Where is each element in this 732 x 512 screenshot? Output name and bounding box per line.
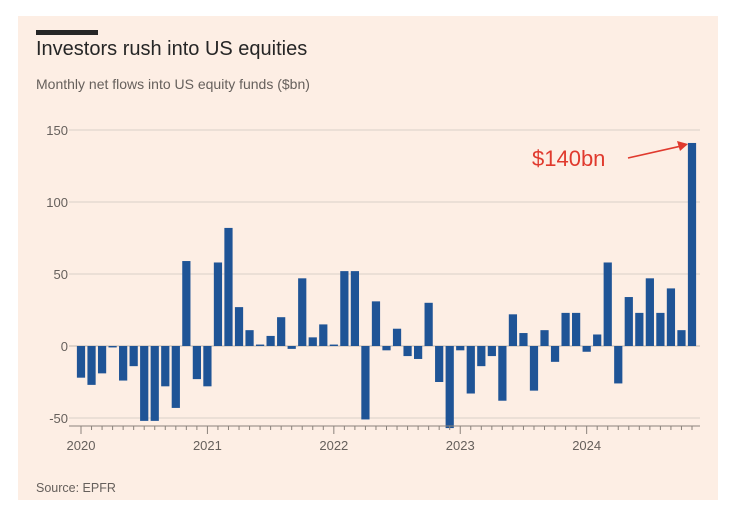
bar-2024-07: [645, 278, 654, 346]
bar-2024-05: [624, 297, 633, 346]
annotation-label: $140bn: [532, 146, 605, 171]
y-tick-label: 150: [46, 123, 68, 138]
bar-2020-11: [182, 261, 191, 346]
bar-2021-09: [287, 346, 296, 349]
y-tick-label: 100: [46, 195, 68, 210]
bar-2024-08: [656, 312, 665, 346]
bar-2020-12: [192, 346, 201, 380]
bar-2021-03: [224, 227, 233, 346]
bar-2020-04: [108, 346, 117, 348]
bar-2024-06: [635, 312, 644, 346]
title-accent-bar: [36, 30, 98, 35]
bar-2022-08: [403, 346, 412, 357]
chart-subtitle: Monthly net flows into US equity funds (…: [36, 76, 310, 92]
bar-2024-03: [603, 262, 612, 346]
bar-2021-08: [277, 317, 286, 346]
bar-2023-04: [487, 346, 496, 357]
bar-2021-02: [213, 262, 223, 346]
bar-2020-06: [129, 346, 138, 367]
bar-2024-04: [614, 346, 623, 384]
bar-2023-09: [540, 330, 549, 346]
bar-2023-02: [466, 346, 475, 394]
bar-2023-11: [561, 312, 570, 346]
bar-2021-04: [234, 307, 244, 346]
source-note: Source: EPFR: [36, 481, 116, 495]
bar-2024-09: [666, 288, 676, 346]
bar-2022-06: [382, 346, 391, 351]
bar-2022-04: [361, 346, 370, 420]
annotation-arrow-head: [677, 140, 688, 151]
bar-2020-08: [150, 346, 159, 421]
x-tick-label: 2023: [446, 438, 475, 453]
bar-2021-10: [298, 278, 307, 346]
bar-2020-07: [140, 346, 149, 421]
chart-title: Investors rush into US equities: [36, 38, 308, 60]
bar-2023-07: [519, 333, 528, 346]
bar-2020-09: [161, 346, 170, 387]
x-tick-label: 2020: [67, 438, 96, 453]
bar-2024-01: [582, 346, 591, 352]
bar-2024-02: [593, 334, 602, 346]
bar-2022-10: [424, 302, 433, 346]
bar-2021-06: [255, 344, 265, 346]
bar-2020-03: [97, 346, 107, 374]
x-tick-label: 2022: [319, 438, 348, 453]
bar-2021-11: [308, 337, 317, 346]
bars-layer: [76, 142, 697, 429]
annotation-layer: $140bn: [532, 140, 688, 171]
x-tick-label: 2021: [193, 438, 222, 453]
bar-2020-05: [119, 346, 128, 381]
bar-2021-07: [266, 335, 275, 346]
y-tick-label: -50: [49, 411, 68, 426]
bar-2022-07: [392, 328, 402, 346]
bar-2023-03: [477, 346, 486, 367]
bar-2020-02: [87, 346, 96, 385]
y-tick-label: 0: [61, 339, 68, 354]
bar-2023-10: [550, 346, 560, 362]
bar-2024-11: [687, 142, 697, 346]
bar-2023-01: [456, 346, 465, 351]
bar-2022-03: [350, 271, 360, 346]
bar-2021-05: [245, 330, 254, 346]
bar-2022-09: [414, 346, 423, 359]
bar-2021-12: [319, 324, 328, 346]
bar-2020-10: [171, 346, 180, 408]
annotation-arrow-line: [627, 144, 687, 159]
bar-2022-02: [340, 271, 349, 346]
bar-2023-06: [508, 314, 518, 346]
y-tick-label: 50: [54, 267, 68, 282]
bar-2022-11: [435, 346, 444, 382]
bar-2023-08: [529, 346, 539, 391]
bar-2024-10: [677, 330, 686, 346]
bar-2020-01: [76, 346, 86, 378]
bar-2022-12: [445, 346, 454, 429]
bar-2023-05: [498, 346, 507, 401]
x-tick-label: 2024: [572, 438, 601, 453]
bar-2022-05: [371, 301, 381, 346]
bar-2021-01: [203, 346, 212, 387]
bar-2023-12: [572, 312, 581, 346]
x-axis: 2020 2021 2022 2023 2024: [67, 425, 700, 453]
bar-2022-01: [329, 344, 338, 346]
